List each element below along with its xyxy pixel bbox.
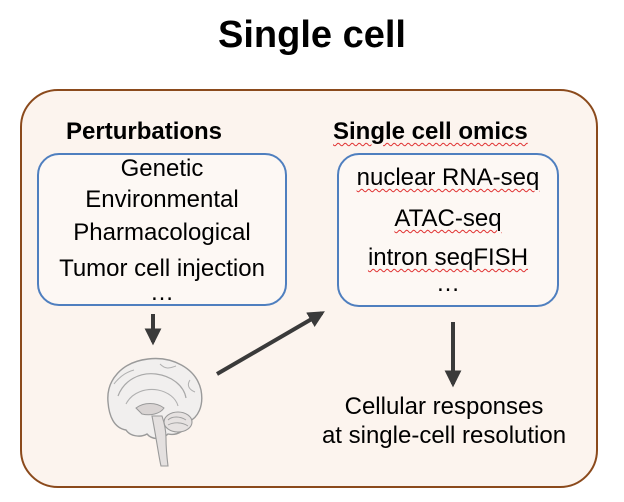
perturbation-item-ellipsis: … [150, 279, 174, 306]
omics-heading: Single cell omics [333, 118, 528, 146]
omics-item-ellipsis: … [436, 270, 460, 297]
perturbation-item-environmental: Environmental [85, 186, 239, 213]
brain-icon [107, 357, 203, 467]
omics-item-nuclear-rna-seq: nuclear RNA-seq [337, 164, 559, 192]
diagram-title: Single cell [218, 14, 406, 56]
perturbations-heading: Perturbations [66, 118, 223, 145]
outcome-line-1: Cellular responses [344, 393, 544, 420]
perturbation-item-genetic: Genetic [120, 155, 204, 182]
perturbation-item-pharmacological: Pharmacological [73, 219, 251, 246]
outcome-line-2: at single-cell resolution [321, 422, 567, 449]
omics-item-intron-seqfish: intron seqFISH [337, 244, 559, 272]
omics-box [337, 153, 559, 307]
perturbation-item-tumor-injection: Tumor cell injection [59, 255, 265, 282]
omics-item-nuclear-rna-seq-text: nuclear RNA-seq [356, 164, 540, 191]
perturbations-box [37, 153, 287, 306]
omics-item-intron-seqfish-text: intron seqFISH [367, 244, 529, 271]
omics-heading-text: Single cell omics [333, 118, 528, 145]
arrow-brain-to-omics [215, 311, 325, 376]
omics-item-atac-seq: ATAC-seq [337, 205, 559, 233]
outcome-text: Cellular responses at single-cell resolu… [295, 392, 593, 450]
omics-item-atac-seq-text: ATAC-seq [394, 205, 502, 232]
